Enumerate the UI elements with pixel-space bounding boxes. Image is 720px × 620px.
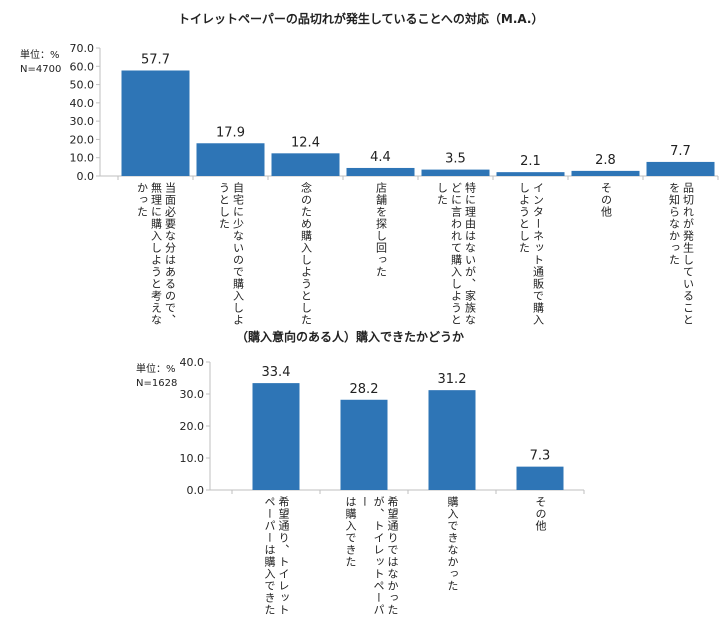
chart2-n: N=1628	[136, 378, 178, 389]
y-tick-label: 50.0	[70, 79, 95, 92]
bar	[121, 70, 190, 176]
bar	[571, 170, 640, 176]
bar	[428, 390, 476, 490]
x-category-label: 希望通りではなかった が、トイレットペーパー は購入できた	[344, 496, 399, 616]
data-label: 17.9	[216, 125, 245, 140]
x-category-label: インターネット通販で購入 しようとした	[517, 182, 545, 326]
data-label: 57.7	[141, 52, 170, 67]
bar	[646, 161, 715, 176]
chart1-n: N=4700	[20, 64, 62, 75]
data-label: 33.4	[262, 365, 291, 380]
y-tick-label: 60.0	[70, 60, 95, 73]
y-tick-label: 20.0	[180, 420, 205, 433]
y-tick-label: 0.0	[77, 170, 95, 183]
y-tick-label: 10.0	[70, 152, 95, 165]
chart2-unit: 単位：%	[136, 364, 176, 375]
data-label: 7.7	[670, 144, 691, 159]
x-category-label: 希望通り、トイレット ペーパーは購入できた	[263, 496, 290, 616]
bar	[421, 169, 490, 176]
x-category-label: 購入できなかった	[446, 496, 459, 592]
x-category-label: 当面必要な分はあるので、 無理に購入しようと考えな かった	[135, 182, 177, 326]
y-tick-label: 0.0	[187, 484, 205, 497]
y-tick-label: 10.0	[180, 452, 205, 465]
data-label: 4.4	[370, 150, 391, 165]
x-category-label: その他	[599, 182, 613, 218]
x-category-label: 自宅に少ないので購入しよ うとした	[217, 182, 245, 326]
data-label: 7.3	[530, 449, 551, 464]
data-label: 28.2	[350, 382, 379, 397]
bar	[196, 143, 265, 176]
y-tick-label: 20.0	[70, 133, 95, 146]
bar	[271, 153, 340, 176]
x-category-label: 店舗を探し回った	[374, 182, 388, 278]
x-category-label: 念のため購入しようとした	[299, 182, 313, 326]
x-category-label: 品切れが発生していること を知らなかった	[667, 182, 695, 326]
data-label: 2.1	[520, 154, 541, 169]
bar	[516, 466, 564, 490]
y-tick-label: 30.0	[70, 115, 95, 128]
y-tick-label: 40.0	[180, 356, 205, 369]
chart1-title: トイレットペーパーの品切れが発生していることへの対応（M.A.）	[178, 12, 544, 26]
bar	[496, 172, 565, 176]
data-label: 2.8	[595, 153, 616, 168]
x-category-label: 特に理由はないが、家族な どに言われて購入しようと した	[435, 182, 477, 326]
chart1-unit: 単位：%	[20, 50, 60, 61]
y-tick-label: 70.0	[70, 42, 95, 55]
bar	[346, 167, 415, 176]
y-tick-label: 30.0	[180, 388, 205, 401]
bar	[252, 383, 300, 490]
data-label: 3.5	[445, 152, 466, 167]
data-label: 31.2	[438, 372, 467, 387]
x-category-label: その他	[534, 496, 547, 532]
y-tick-label: 40.0	[70, 97, 95, 110]
data-label: 12.4	[291, 135, 320, 150]
chart2-title: （購入意向のある人）購入できたかどうか	[236, 330, 465, 344]
bar	[340, 399, 388, 490]
